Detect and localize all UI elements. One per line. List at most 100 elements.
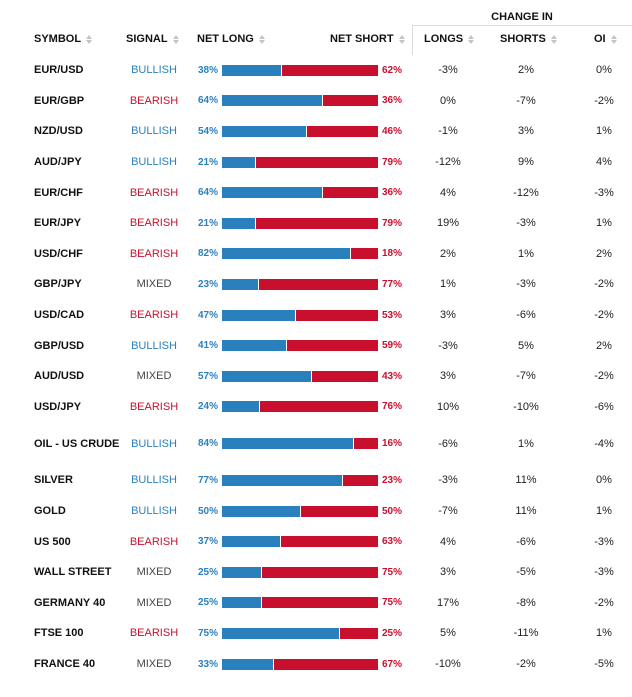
table-row[interactable]: FRANCE 40 MIXED 33% 67% -10% -2% -5%	[0, 649, 632, 680]
net-short-bar	[286, 340, 378, 352]
symbol-cell[interactable]: GOLD	[34, 505, 66, 518]
sort-icon	[258, 34, 265, 44]
column-header-shorts[interactable]: SHORTS	[500, 31, 557, 47]
symbol-cell[interactable]: FRANCE 40	[34, 658, 96, 671]
change-in-header: CHANGE IN	[491, 11, 553, 23]
table-row[interactable]: AUD/USD MIXED 57% 43% 3% -7% -2%	[0, 361, 632, 392]
net-short-percent: 16%	[382, 438, 403, 450]
symbol-cell[interactable]: GBP/USD	[34, 339, 85, 352]
sentiment-bar	[222, 370, 378, 382]
column-header-label: SHORTS	[500, 33, 546, 45]
symbol-cell[interactable]: NZD/USD	[34, 125, 83, 138]
change-oi-cell: 1%	[596, 505, 612, 518]
change-longs-cell: 19%	[436, 217, 460, 230]
table-row[interactable]: WALL STREET MIXED 25% 75% 3% -5% -3%	[0, 557, 632, 588]
net-short-bar	[340, 627, 378, 639]
net-short-bar	[258, 278, 378, 290]
change-longs-cell: 2%	[440, 247, 456, 260]
net-short-percent: 18%	[382, 248, 403, 260]
net-short-percent: 63%	[382, 536, 403, 548]
symbol-cell[interactable]: AUD/USD	[34, 370, 85, 383]
column-header-symbol[interactable]: SYMBOL	[34, 31, 93, 47]
table-row[interactable]: FTSE 100 BEARISH 75% 25% 5% -11% 1%	[0, 618, 632, 649]
net-long-bar	[222, 95, 322, 107]
net-long-bar	[222, 474, 343, 486]
signal-cell: MIXED	[136, 596, 172, 609]
change-shorts-cell: 11%	[515, 505, 537, 518]
change-shorts-cell: 2%	[518, 64, 534, 77]
change-shorts-cell: -10%	[513, 400, 539, 413]
signal-cell: BEARISH	[129, 247, 179, 260]
table-row[interactable]: SILVER BULLISH 77% 23% -3% 11% 0%	[0, 465, 632, 496]
net-long-percent: 38%	[197, 64, 218, 76]
table-row[interactable]: OIL - US CRUDE BULLISH 84% 16% -6% 1% -4…	[0, 422, 632, 465]
table-row[interactable]: EUR/GBP BEARISH 64% 36% 0% -7% -2%	[0, 86, 632, 117]
symbol-cell[interactable]: GERMANY 40	[34, 596, 106, 609]
table-row[interactable]: GBP/USD BULLISH 41% 59% -3% 5% 2%	[0, 330, 632, 361]
symbol-cell[interactable]: EUR/GBP	[34, 94, 85, 107]
net-short-percent: 79%	[382, 217, 403, 229]
column-header-oi[interactable]: OI	[594, 31, 617, 47]
table-row[interactable]: USD/CHF BEARISH 82% 18% 2% 1% 2%	[0, 239, 632, 270]
table-row[interactable]: AUD/JPY BULLISH 21% 79% -12% 9% 4%	[0, 147, 632, 178]
net-long-bar	[222, 248, 350, 260]
change-longs-cell: 0%	[440, 94, 456, 107]
change-shorts-cell: 9%	[518, 156, 534, 169]
table-row[interactable]: GOLD BULLISH 50% 50% -7% 11% 1%	[0, 496, 632, 527]
table-row[interactable]: GERMANY 40 MIXED 25% 75% 17% -8% -2%	[0, 588, 632, 619]
symbol-cell[interactable]: EUR/USD	[34, 64, 84, 77]
change-oi-cell: -2%	[594, 370, 614, 383]
table-row[interactable]: NZD/USD BULLISH 54% 46% -1% 3% 1%	[0, 116, 632, 147]
symbol-cell[interactable]: EUR/CHF	[34, 186, 83, 199]
column-header-signal[interactable]: SIGNAL	[126, 31, 179, 47]
table-row[interactable]: EUR/USD BULLISH 38% 62% -3% 2% 0%	[0, 55, 632, 86]
symbol-cell[interactable]: WALL STREET	[34, 566, 112, 579]
sentiment-bar-cell	[222, 269, 378, 300]
sort-icon	[398, 34, 405, 44]
change-oi-cell: 1%	[596, 125, 612, 138]
change-longs-cell: 1%	[440, 278, 456, 291]
net-short-percent: 53%	[382, 309, 403, 321]
sort-icon	[610, 34, 617, 44]
symbol-cell[interactable]: EUR/JPY	[34, 217, 82, 230]
table-row[interactable]: US 500 BEARISH 37% 63% 4% -6% -3%	[0, 526, 632, 557]
change-longs-cell: -3%	[438, 339, 458, 352]
symbol-cell[interactable]: GBP/JPY	[34, 278, 82, 291]
column-header-net-long[interactable]: NET LONG	[197, 31, 265, 47]
table-row[interactable]: USD/CAD BEARISH 47% 53% 3% -6% -2%	[0, 300, 632, 331]
symbol-cell[interactable]: OIL - US CRUDE	[34, 437, 120, 450]
symbol-cell[interactable]: USD/CHF	[34, 247, 83, 260]
change-shorts-cell: 5%	[518, 339, 534, 352]
change-shorts-cell: 1%	[518, 247, 534, 260]
sentiment-bar	[222, 438, 378, 450]
net-long-bar	[222, 438, 354, 450]
net-long-percent: 33%	[197, 658, 218, 670]
table-row[interactable]: GBP/JPY MIXED 23% 77% 1% -3% -2%	[0, 269, 632, 300]
table-row[interactable]: USD/JPY BEARISH 24% 76% 10% -10% -6%	[0, 392, 632, 423]
symbol-cell[interactable]: FTSE 100	[34, 627, 84, 640]
change-longs-cell: -1%	[438, 125, 458, 138]
table-row[interactable]: EUR/JPY BEARISH 21% 79% 19% -3% 1%	[0, 208, 632, 239]
change-oi-cell: 2%	[596, 339, 612, 352]
net-long-bar	[222, 125, 307, 137]
column-header-net-short[interactable]: NET SHORT	[330, 31, 405, 47]
column-header-longs[interactable]: LONGS	[424, 31, 475, 47]
net-long-percent: 37%	[197, 536, 218, 548]
sentiment-bar	[222, 658, 378, 670]
sentiment-bar	[222, 474, 378, 486]
change-in-divider	[412, 25, 632, 26]
change-longs-cell: 3%	[440, 566, 456, 579]
symbol-cell[interactable]: USD/JPY	[34, 400, 82, 413]
change-shorts-cell: -2%	[516, 658, 536, 671]
table-row[interactable]: EUR/CHF BEARISH 64% 36% 4% -12% -3%	[0, 177, 632, 208]
sentiment-bar-cell	[222, 465, 378, 496]
net-long-bar	[222, 340, 286, 352]
signal-cell: BEARISH	[129, 217, 179, 230]
symbol-cell[interactable]: SILVER	[34, 474, 73, 487]
symbol-cell[interactable]: USD/CAD	[34, 309, 85, 322]
net-long-bar	[222, 401, 260, 413]
symbol-cell[interactable]: AUD/JPY	[34, 156, 82, 169]
symbol-cell[interactable]: US 500	[34, 535, 71, 548]
sentiment-bar-cell	[222, 618, 378, 649]
net-short-percent: 43%	[382, 370, 403, 382]
